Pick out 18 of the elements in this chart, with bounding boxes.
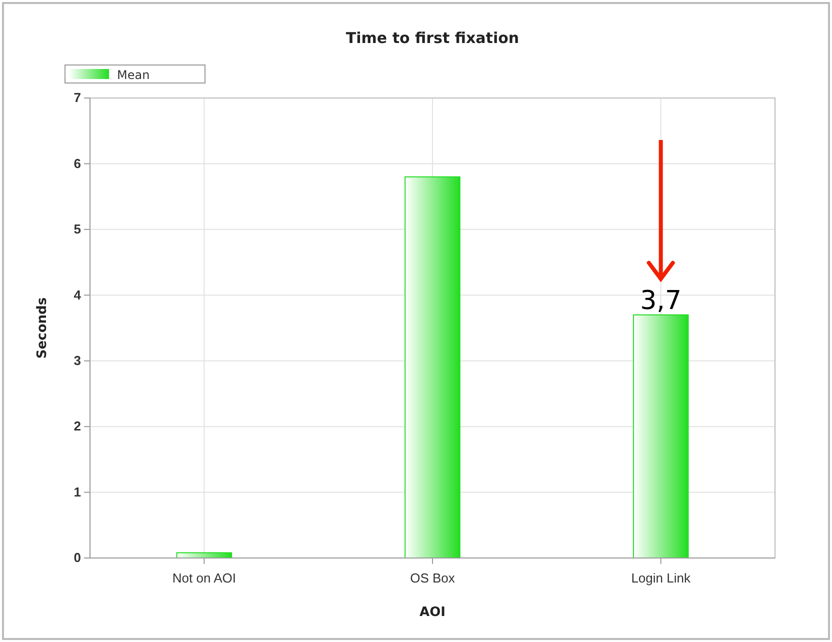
y-tick-label: 7 (74, 90, 81, 106)
y-tick-label: 6 (74, 156, 81, 171)
bar (632, 314, 689, 558)
y-axis-title: Seconds (35, 297, 50, 359)
y-tick-label: 5 (74, 222, 81, 237)
x-tick-label: Login Link (631, 570, 691, 586)
y-tick-label: 2 (74, 418, 81, 434)
x-tick-label: Not on AOI (172, 570, 236, 586)
y-tick-label: 1 (74, 484, 81, 500)
y-tick-label: 4 (74, 287, 82, 302)
legend-label: Mean (117, 68, 150, 82)
data-label: 3,7 (640, 286, 682, 316)
y-tick-label: 3 (74, 353, 81, 368)
x-tick-label: OS Box (410, 570, 456, 586)
x-axis-title: AOI (420, 605, 446, 620)
bar (404, 176, 460, 558)
y-tick-label: 0 (74, 550, 81, 566)
chart-title: Time to first fixation (346, 29, 520, 47)
